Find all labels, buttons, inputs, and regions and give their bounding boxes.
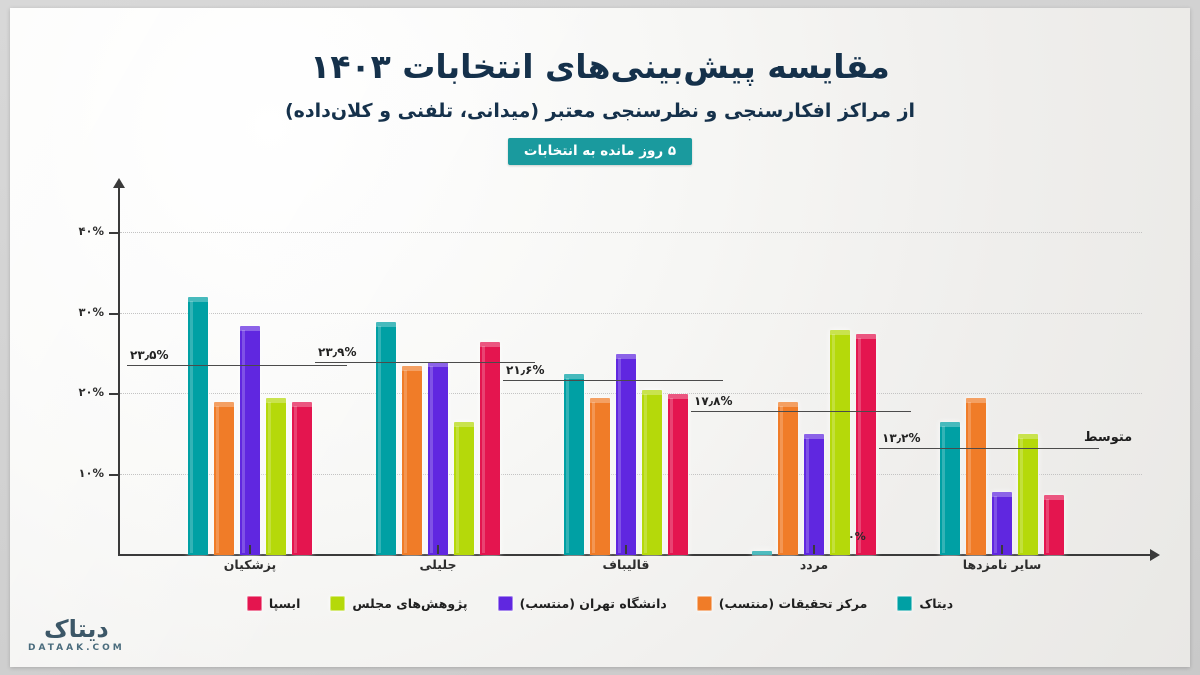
x-tick-3 [625, 545, 627, 554]
bar-1-3[interactable] [240, 325, 260, 555]
legend-label-2: پژوهش‌های مجلس [352, 596, 468, 611]
average-value-label-4: ۱۷٫۸% [694, 393, 733, 408]
legend-item-3[interactable]: دانشگاه تهران (منتسب) [497, 596, 667, 611]
average-value-label-5: ۱۳٫۲% [882, 430, 921, 445]
bar-group-1: پزشکیان [160, 175, 340, 572]
bar-2-2[interactable] [454, 422, 474, 555]
bar-group-bars [912, 185, 1092, 555]
x-axis-line [118, 554, 1153, 556]
bar-5-5[interactable] [940, 422, 960, 555]
legend-label-4: مرکز تحقیقات (منتسب) [718, 596, 868, 611]
x-tick-5 [1001, 545, 1003, 554]
bar-3-2[interactable] [642, 389, 662, 555]
average-line-1 [127, 364, 347, 366]
chart-header: مقایسه پیش‌بینی‌های انتخابات ۱۴۰۳ از مرا… [10, 46, 1190, 165]
average-series-tag: متوسط [1084, 429, 1133, 445]
bar-group-3: قالیباف [536, 175, 716, 572]
watermark-fa-text: دیتاک [44, 615, 110, 643]
page-title: مقایسه پیش‌بینی‌های انتخابات ۱۴۰۳ [310, 47, 890, 86]
bar-2-4[interactable] [402, 365, 422, 555]
bar-1-1[interactable] [292, 402, 312, 555]
y-tick-20 [109, 393, 118, 395]
bar-group-4: مردد [724, 175, 904, 572]
y-axis-label-10: ۱۰% [78, 465, 104, 480]
bar-5-2[interactable] [1018, 434, 1038, 555]
average-line-3 [503, 380, 723, 382]
y-tick-30 [109, 312, 118, 315]
watermark-logo: دیتاک DATAAK.COM [28, 617, 125, 653]
x-tick-2 [437, 545, 439, 554]
x-axis-category-label-2: جلیلی [419, 557, 457, 572]
average-line-4 [691, 410, 911, 412]
legend-item-1[interactable]: ابسپا [246, 596, 301, 611]
y-axis-line [118, 186, 120, 556]
page-subtitle: از مراکز افکارسنجی و نظرسنجی معتبر (میدا… [284, 100, 916, 123]
chart-legend: ابسپا پژوهش‌های مجلس دانشگاه تهران (منتسب)… [10, 596, 1190, 611]
bar-4-4[interactable] [778, 402, 798, 555]
legend-item-5[interactable]: دیتاک [897, 596, 953, 611]
x-tick-4 [813, 545, 815, 554]
average-line-2 [315, 361, 535, 363]
average-value-label-1: ۲۳٫۵% [130, 347, 169, 362]
bar-4-5[interactable] [752, 551, 772, 556]
countdown-badge: ۵ روز مانده به انتخابات [507, 137, 693, 165]
bar-group-bars [536, 185, 716, 555]
bar-2-1[interactable] [480, 341, 500, 555]
gridline-30 [120, 312, 1142, 314]
y-tick-10 [109, 473, 118, 476]
bar-2-5[interactable] [376, 321, 396, 555]
y-axis-label-40: ۴۰% [78, 224, 104, 238]
legend-item-4[interactable]: مرکز تحقیقات (منتسب) [696, 596, 868, 611]
bar-4-3[interactable] [804, 434, 824, 555]
x-axis-category-label-3: قالیباف [602, 557, 650, 572]
y-tick-40 [109, 232, 118, 234]
legend-label-1: ابسپا [268, 596, 301, 611]
average-value-label-2: ۲۳٫۹% [318, 344, 357, 359]
bar-group-bars [348, 185, 528, 555]
x-axis-category-label-1: پزشکیان [223, 557, 277, 572]
y-axis-label-20: ۲۰% [78, 385, 104, 399]
x-axis-arrow-icon [1150, 549, 1160, 561]
bar-4-2[interactable] [830, 329, 850, 555]
x-axis-category-label-4: مردد [799, 557, 829, 572]
average-value-label-3: ۲۱٫۶% [506, 363, 545, 378]
watermark-en-text: DATAAK.COM [28, 643, 125, 653]
bar-3-5[interactable] [564, 373, 584, 555]
x-tick-1 [249, 545, 251, 554]
bar-3-4[interactable] [590, 398, 610, 555]
zero-value-marker: ۰% [848, 530, 866, 543]
bar-5-1[interactable] [1044, 494, 1064, 555]
chart-card: مقایسه پیش‌بینی‌های انتخابات ۱۴۰۳ از مرا… [10, 8, 1190, 667]
legend-label-3: دانشگاه تهران (منتسب) [519, 596, 667, 611]
legend-label-5: دیتاک [919, 596, 954, 611]
bar-4-1[interactable] [856, 333, 876, 555]
legend-swatch-icon-2 [330, 596, 346, 611]
legend-swatch-icon-5 [897, 596, 913, 611]
bar-1-5[interactable] [188, 297, 208, 555]
x-axis-category-label-5: سایر نامزدها [962, 557, 1042, 572]
average-line-5 [879, 447, 1099, 449]
legend-swatch-icon-3 [497, 596, 513, 611]
badge-wrapper: ۵ روز مانده به انتخابات [10, 137, 1190, 165]
bar-5-3[interactable] [992, 492, 1012, 555]
bar-group-bars [160, 185, 340, 555]
gridline-40 [120, 232, 1142, 233]
bar-3-1[interactable] [668, 394, 688, 555]
legend-swatch-icon-4 [696, 596, 712, 611]
legend-swatch-icon-1 [246, 596, 262, 611]
bar-5-4[interactable] [966, 398, 986, 555]
bar-group-2: جلیلی [348, 175, 528, 572]
bar-group-bars [724, 185, 904, 556]
bar-1-2[interactable] [266, 398, 286, 555]
bar-1-4[interactable] [214, 402, 234, 555]
bar-group-5: سایر نامزدها [912, 175, 1092, 572]
bar-3-3[interactable] [616, 353, 636, 555]
bar-2-3[interactable] [428, 361, 448, 555]
legend-item-2[interactable]: پژوهش‌های مجلس [330, 596, 468, 611]
y-axis-arrow-icon [113, 178, 125, 188]
y-axis-label-30: ۳۰% [78, 304, 104, 319]
chart-plot-area: ۱۰% ۲۰% ۳۰% ۴۰% پزشکیان جلیلی قالیباف مردد سایر … [10, 8, 1190, 667]
